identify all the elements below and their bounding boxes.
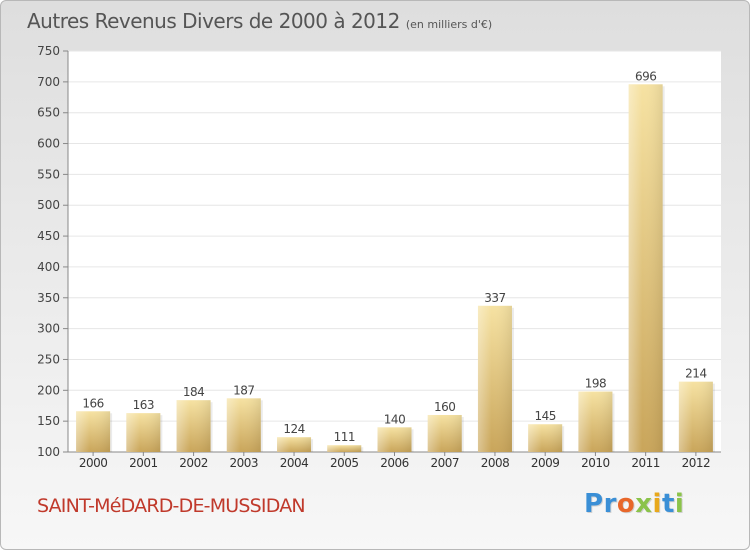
bar-shine: [678, 381, 713, 452]
logo-letter: i: [652, 489, 662, 519]
y-tick-label: 450: [37, 229, 60, 243]
y-tick-label: 300: [37, 322, 60, 336]
y-tick-label: 100: [37, 445, 60, 459]
commune-name: SAINT-MéDARD-DE-MUSSIDAN: [37, 495, 306, 517]
bar-value-label: 160: [434, 400, 455, 414]
y-tick-label: 250: [37, 352, 60, 366]
proxiti-logo: Proxiti: [584, 489, 684, 519]
y-tick-label: 500: [37, 198, 60, 212]
x-tick-label: 2012: [682, 456, 711, 470]
x-tick-label: 2002: [179, 456, 208, 470]
unit-note: (en milliers d'€): [405, 18, 493, 31]
x-tick-label: 2011: [631, 456, 660, 470]
x-tick-label: 2009: [531, 456, 560, 470]
x-tick-label: 2010: [581, 456, 610, 470]
bar-value-label: 145: [534, 409, 555, 423]
bar-value-label: 337: [484, 291, 505, 305]
y-tick-label: 150: [37, 414, 60, 428]
y-tick-label: 550: [37, 167, 60, 181]
logo-letter: i: [674, 489, 685, 519]
bar-shine: [427, 414, 462, 452]
x-tick-label: 2007: [430, 456, 459, 470]
bar-shine: [628, 84, 663, 452]
bar-value-label: 140: [384, 412, 405, 426]
bar-shine: [578, 391, 613, 452]
logo-letter: P: [584, 489, 604, 519]
bar-shine: [277, 437, 312, 452]
y-tick-label: 700: [37, 75, 60, 89]
bar-shine: [477, 305, 512, 452]
bar-shine: [126, 413, 161, 452]
plot-area: [68, 51, 721, 452]
bar-shine: [528, 424, 563, 452]
y-tick-label: 200: [37, 383, 60, 397]
x-tick-label: 2004: [280, 456, 309, 470]
x-tick-label: 2001: [129, 456, 158, 470]
bar-value-label: 187: [233, 383, 254, 397]
logo-letter: x: [635, 489, 653, 519]
bar-value-label: 696: [635, 69, 656, 83]
logo-letter: t: [661, 489, 675, 519]
chart-title-text: Autres Revenus Divers de 2000 à 2012: [27, 9, 400, 33]
bar-value-label: 166: [82, 396, 103, 410]
bar-value-label: 163: [133, 398, 154, 412]
y-tick-label: 350: [37, 291, 60, 305]
bar-shine: [176, 400, 211, 452]
y-tick-label: 650: [37, 106, 60, 120]
bar-shine: [76, 411, 111, 452]
bar-shine: [377, 427, 412, 452]
y-tick-label: 400: [37, 260, 60, 274]
bar-shine: [226, 398, 261, 452]
bar-value-label: 111: [334, 430, 355, 444]
bar-value-label: 198: [585, 377, 606, 391]
logo-letter: r: [603, 489, 617, 519]
y-tick-label: 600: [37, 137, 60, 151]
bar-value-label: 184: [183, 385, 204, 399]
y-tick-label: 750: [37, 44, 60, 58]
bar-value-label: 214: [685, 367, 706, 381]
x-tick-label: 2005: [330, 456, 359, 470]
x-tick-label: 2003: [230, 456, 259, 470]
chart-title: Autres Revenus Divers de 2000 à 2012 (en …: [27, 9, 492, 33]
bar-value-label: 124: [283, 422, 304, 436]
bar-shine: [327, 445, 362, 452]
x-tick-label: 2008: [481, 456, 510, 470]
x-tick-label: 2006: [380, 456, 409, 470]
x-tick-label: 2000: [79, 456, 108, 470]
logo-letter: o: [616, 489, 636, 519]
